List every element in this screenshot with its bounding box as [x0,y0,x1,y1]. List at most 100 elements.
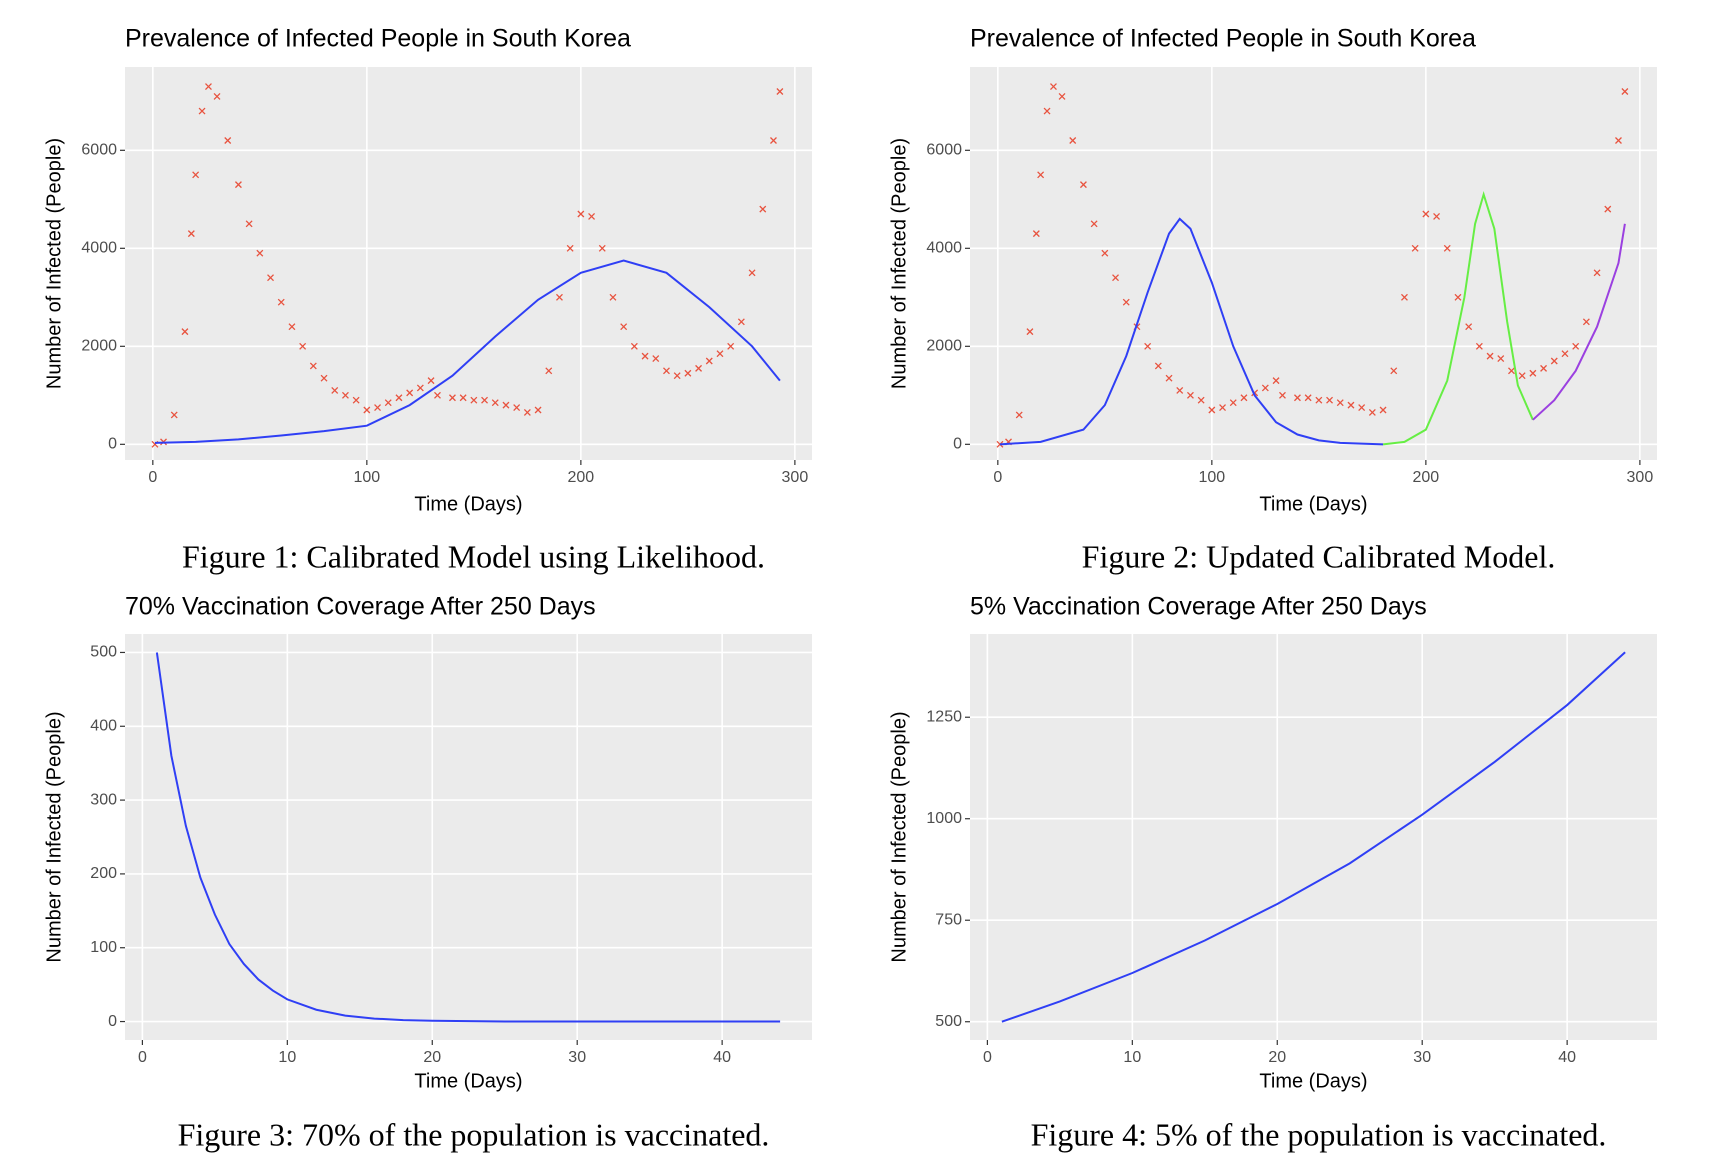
y-axis-label: Number of Infected (People) [43,711,65,962]
x-tick-label: 0 [993,469,1002,486]
y-tick-label: 200 [90,865,117,882]
data-point [1058,92,1066,100]
plot-panel [125,67,812,460]
data-point [1508,367,1515,375]
data-point [1475,342,1483,350]
data-point [588,212,596,220]
data-point [320,374,328,382]
data-point [1315,396,1323,404]
data-point [1604,205,1612,213]
x-tick-label: 10 [278,1049,296,1066]
data-point [205,83,212,91]
data-point [187,230,195,238]
y-tick-label: 2000 [926,338,962,355]
x-tick-label: 20 [1268,1049,1286,1066]
data-point [598,244,606,252]
data-point [1358,404,1366,412]
data-point [1229,399,1237,407]
data-point [459,394,467,402]
data-point [566,244,574,252]
data-point [1497,355,1505,363]
data-point [374,404,382,412]
data-point [737,318,745,326]
y-axis-label: Number of Infected (People) [43,138,65,389]
data-point [395,394,403,402]
data-point [1454,293,1462,301]
data-point [1518,372,1526,380]
data-point [1272,377,1280,385]
data-point [1326,396,1334,404]
data-point [1615,137,1622,144]
data-point [630,342,638,350]
data-point [577,210,585,218]
data-point [776,88,784,95]
x-axis-label: Time (Days) [414,1070,522,1092]
x-tick-label: 200 [568,469,595,486]
y-tick-label: 2000 [81,338,117,355]
data-point [1422,210,1430,218]
data-point [448,394,456,402]
x-tick-label: 40 [1558,1049,1576,1066]
data-point [1154,362,1162,370]
data-point [256,249,264,257]
data-point [1069,137,1077,144]
data-point [213,92,221,100]
data-point [1465,323,1473,331]
x-tick-label: 200 [1413,469,1440,486]
data-point [1401,293,1408,301]
y-tick-label: 300 [90,791,117,808]
y-axis-label: Number of Infected (People) [888,711,910,962]
data-point [620,323,628,331]
x-tick-label: 0 [138,1049,147,1066]
data-point [427,377,435,385]
y-tick-label: 6000 [81,142,117,159]
data-point [641,352,649,360]
data-point [1015,411,1023,419]
data-point [1122,298,1130,306]
data-point [1379,406,1387,414]
data-point [1486,352,1494,360]
data-point [1240,394,1248,402]
data-point [170,411,178,419]
data-point [267,274,274,282]
data-point [406,389,414,397]
data-point [1621,88,1629,95]
x-axis-label: Time (Days) [414,493,522,515]
chart-title: Prevalence of Infected People in South K… [970,25,1476,53]
data-point [1219,404,1226,412]
y-tick-label: 400 [90,717,117,734]
data-point [434,391,441,399]
data-point [534,406,542,414]
data-point [1433,212,1441,220]
x-tick-label: 300 [782,469,809,486]
x-tick-label: 100 [1198,469,1225,486]
data-point [1336,399,1344,407]
x-axis-label: Time (Days) [1259,1070,1367,1092]
x-tick-label: 10 [1123,1049,1141,1066]
data-point [770,137,777,144]
data-point [716,350,724,358]
data-point [673,372,681,380]
figure-caption: Figure 4: 5% of the population is vaccin… [1031,1116,1607,1152]
data-point [1529,369,1537,377]
data-point [996,440,1004,448]
data-point [1540,364,1548,372]
data-point [1572,342,1580,350]
data-line [1532,223,1626,421]
x-tick-label: 100 [353,469,380,486]
data-point [705,357,713,365]
data-point [652,355,660,363]
data-point [663,367,670,375]
data-point [331,386,339,394]
y-tick-label: 100 [90,939,117,956]
data-point [1043,107,1051,115]
data-point [192,171,200,179]
data-point [224,137,232,144]
data-point [234,181,242,189]
data-point [245,220,253,228]
data-point [470,396,478,404]
data-point [545,367,553,375]
data-line [155,652,781,1023]
y-tick-label: 0 [108,1013,117,1030]
